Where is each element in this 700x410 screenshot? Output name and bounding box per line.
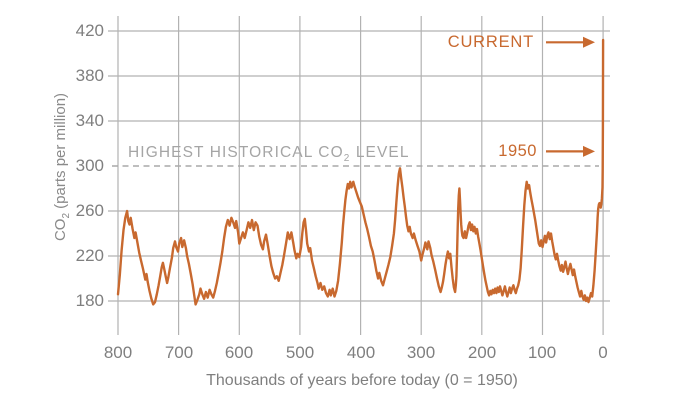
x-tick-label: 600	[224, 343, 254, 362]
x-tick-label: 200	[467, 343, 497, 362]
y-axis-title-text: CO	[52, 218, 69, 242]
highest-historical-level-label: HIGHEST HISTORICAL CO2 LEVEL	[128, 144, 410, 164]
x-axis-title: Thousands of years before today (0 = 195…	[206, 372, 518, 389]
x-tick-label: 0	[598, 343, 608, 362]
y-tick-label: 340	[75, 111, 104, 130]
x-tick-label: 800	[103, 343, 133, 362]
y-axis-title-units: (parts per million)	[52, 92, 69, 213]
x-tick-label: 300	[406, 343, 436, 362]
x-tick-label: 400	[346, 343, 376, 362]
y-tick-label: 380	[75, 66, 104, 85]
x-tick-label: 100	[527, 343, 557, 362]
current-arrow-head-icon	[583, 36, 595, 48]
y-tick-label: 420	[75, 21, 104, 40]
arrow-1950-head-icon	[583, 145, 595, 157]
current-annotation-label: CURRENT	[447, 33, 534, 51]
co2-series-line	[116, 38, 605, 306]
x-tick-label: 700	[164, 343, 194, 362]
highest-label-suffix: LEVEL	[350, 144, 410, 161]
y-tick-label: 260	[75, 201, 104, 220]
y-tick-label: 300	[75, 156, 104, 175]
annotation-label-1950: 1950	[498, 142, 537, 160]
y-tick-label: 220	[75, 246, 104, 265]
highest-label-subscript: 2	[343, 153, 351, 165]
highest-label-text: HIGHEST HISTORICAL CO	[128, 144, 344, 161]
y-tick-label: 180	[75, 291, 104, 310]
x-tick-label: 500	[285, 343, 315, 362]
